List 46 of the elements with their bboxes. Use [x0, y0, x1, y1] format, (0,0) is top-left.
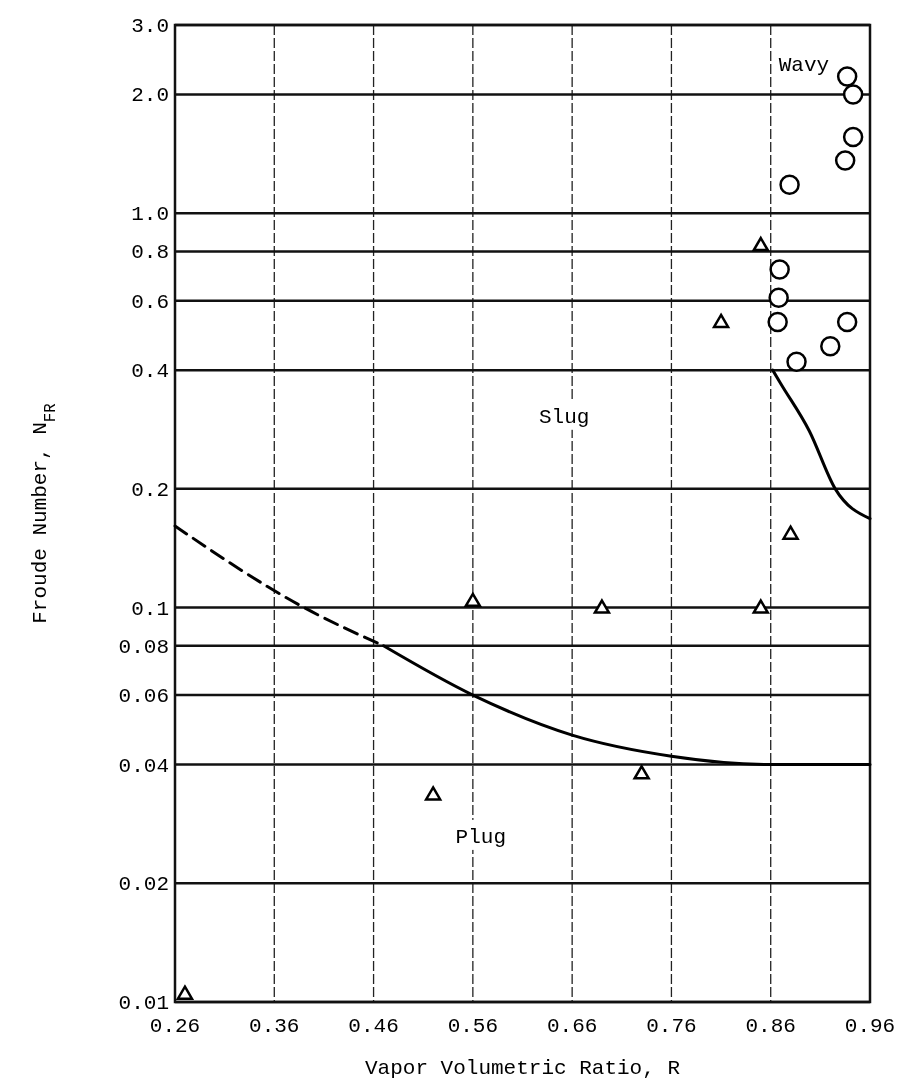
x-axis-title: Vapor Volumetric Ratio, R [364, 1057, 681, 1080]
x-tick-label: 0.56 [447, 1015, 499, 1038]
y-tick-label: 0.02 [118, 873, 169, 897]
x-tick-label: 0.66 [546, 1015, 598, 1038]
point [752, 236, 770, 252]
y-tick-label: 1.0 [131, 203, 169, 227]
point [176, 985, 194, 1000]
annotation: Plug [455, 825, 507, 849]
point [786, 351, 807, 373]
point [712, 313, 730, 329]
y-tick-label: 3.0 [131, 15, 169, 38]
y-tick-label: 2.0 [131, 84, 169, 108]
y-tick-label: 0.2 [131, 478, 169, 502]
x-tick-label: 0.46 [348, 1015, 399, 1038]
point [820, 335, 841, 357]
point [767, 311, 788, 333]
point [752, 599, 770, 614]
x-tick-label: 0.26 [149, 1015, 201, 1038]
x-tick-label: 0.96 [844, 1015, 896, 1038]
point [782, 525, 799, 540]
y-tick-label: 0.01 [118, 992, 169, 1015]
point [768, 287, 789, 309]
annotation: Wavy [778, 54, 830, 78]
line-series [771, 368, 872, 521]
y-tick-label: 0.04 [118, 754, 169, 778]
point [836, 311, 858, 333]
point [464, 592, 482, 608]
y-tick-label: 0.06 [118, 685, 169, 709]
x-tick-label: 0.76 [646, 1015, 697, 1038]
x-tick-label: 0.36 [249, 1015, 300, 1038]
y-tick-label: 0.1 [131, 597, 169, 621]
x-tick-label: 0.86 [745, 1015, 796, 1038]
point [769, 259, 790, 280]
point [842, 126, 864, 148]
point [593, 599, 611, 614]
y-tick-label: 0.6 [131, 290, 169, 314]
annotation: Slug [538, 405, 590, 429]
y-tick-label: 0.4 [131, 360, 169, 384]
point [779, 174, 800, 196]
point [424, 786, 442, 801]
point [842, 84, 864, 105]
point [834, 150, 856, 171]
point [836, 66, 858, 87]
y-tick-label: 0.08 [118, 635, 169, 659]
y-tick-label: 0.8 [131, 241, 169, 265]
point [633, 765, 650, 780]
